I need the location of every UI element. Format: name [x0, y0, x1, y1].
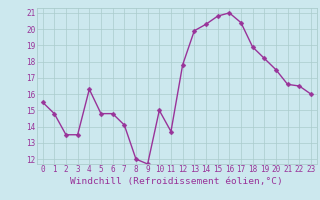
X-axis label: Windchill (Refroidissement éolien,°C): Windchill (Refroidissement éolien,°C)	[70, 177, 283, 186]
